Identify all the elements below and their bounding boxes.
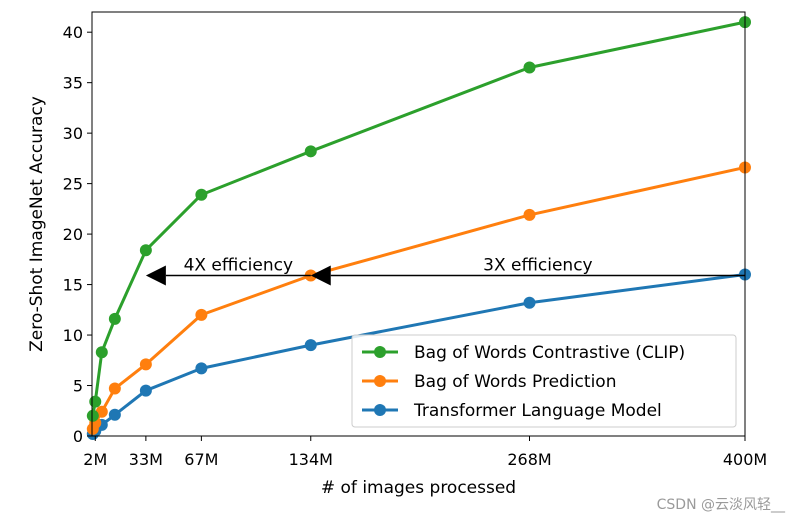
data-point [108, 312, 121, 325]
x-tick-label: 400M [723, 450, 767, 469]
series-group [86, 16, 751, 440]
data-point [523, 61, 536, 74]
legend-swatch-marker [374, 346, 386, 358]
data-point [108, 408, 121, 421]
x-tick-label: 134M [289, 450, 333, 469]
arrow-head [310, 265, 331, 286]
data-point [139, 244, 152, 257]
data-point [139, 384, 152, 397]
legend-swatch-marker [374, 375, 386, 387]
data-point [523, 208, 536, 221]
legend-label: Transformer Language Model [413, 401, 662, 421]
x-tick-label: 67M [184, 450, 218, 469]
annotation-label: 3X efficiency [483, 255, 592, 275]
data-point [304, 339, 317, 352]
arrow-head [145, 265, 166, 286]
y-tick-label: 5 [73, 377, 83, 396]
plot-frame [91, 11, 746, 437]
y-tick-label: 35 [63, 74, 83, 93]
legend-swatch-marker [374, 404, 386, 416]
y-tick-label: 0 [73, 427, 83, 446]
x-tick-label: 268M [507, 450, 551, 469]
y-tick-label: 10 [63, 326, 83, 345]
data-point [95, 346, 108, 359]
y-tick-label: 25 [63, 175, 83, 194]
annotation-label: 4X efficiency [184, 255, 293, 275]
legend-box [351, 334, 737, 428]
data-point [89, 395, 102, 408]
y-tick-label: 20 [63, 225, 83, 244]
legend-label: Bag of Words Contrastive (CLIP) [414, 343, 685, 363]
data-point [195, 188, 208, 201]
data-point [195, 362, 208, 375]
data-point [139, 358, 152, 371]
x-axis-title: # of images processed [321, 478, 516, 498]
y-tick-label: 15 [63, 276, 83, 295]
data-point [195, 308, 208, 321]
y-tick-label: 40 [63, 23, 83, 42]
x-tick-label: 33M [129, 450, 163, 469]
data-point [95, 405, 108, 418]
data-point [86, 409, 99, 422]
data-point [523, 296, 536, 309]
axes-group: 0 5 10 15 20 25 30 35 40 2M 33M 67M 134M 268M 400M [63, 11, 767, 469]
data-point [108, 382, 121, 395]
annotation-group: 4X efficiency 3X efficiency [145, 255, 745, 286]
y-axis-title: Zero-Shot ImageNet Accuracy [27, 96, 47, 352]
data-point [304, 145, 317, 158]
y-tick-label: 30 [63, 124, 83, 143]
watermark-text: CSDN @云淡风轻__ [656, 497, 785, 513]
x-tick-label: 2M [83, 450, 107, 469]
legend-label: Bag of Words Prediction [414, 372, 616, 392]
legend: Bag of Words Contrastive (CLIP) Bag of Wo… [351, 334, 737, 428]
